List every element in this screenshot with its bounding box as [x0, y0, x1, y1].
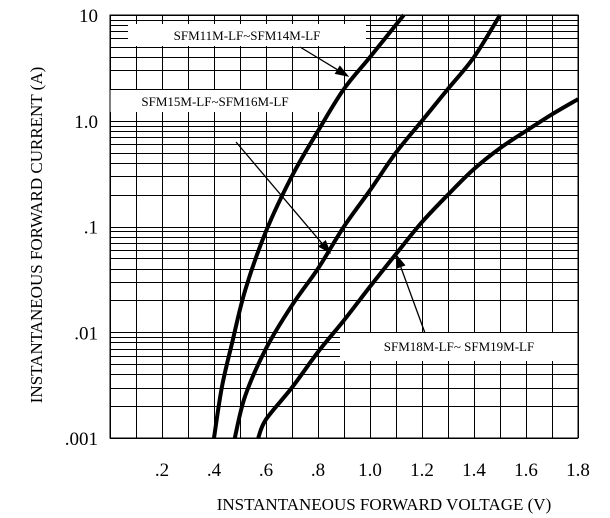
x-tick-label: .2: [155, 460, 169, 481]
annotation-label: SFM18M-LF~ SFM19M-LF: [384, 339, 534, 354]
annotation-arrowhead: [335, 65, 350, 77]
y-tick-label: 10: [79, 6, 98, 27]
x-tick-label: 1.2: [410, 460, 434, 481]
x-tick-label: 1.8: [566, 460, 590, 481]
y-tick-label: 1.0: [74, 112, 98, 133]
y-tick-labels: .001 .01 .1 1.0 10: [65, 6, 98, 450]
x-tick-label: .4: [207, 460, 222, 481]
x-tick-label: .6: [259, 460, 273, 481]
x-axis-label: INSTANTANEOUS FORWARD VOLTAGE (V): [217, 495, 552, 514]
y-tick-label: .01: [74, 323, 98, 344]
annotation-label: SFM11M-LF~SFM14M-LF: [174, 28, 321, 43]
y-tick-label: .001: [65, 429, 98, 450]
y-tick-label: .1: [84, 218, 98, 239]
x-tick-labels: .2 .4 .6 .8 1.0 1.2 1.4 1.6 1.8: [155, 460, 590, 481]
annotation-arrow: [236, 142, 322, 243]
x-tick-label: .8: [311, 460, 325, 481]
x-tick-label: 1.4: [462, 460, 486, 481]
annotation-label: SFM15M-LF~SFM16M-LF: [141, 94, 288, 109]
x-tick-label: 1.0: [358, 460, 382, 481]
annotation-arrowhead: [396, 254, 406, 269]
x-tick-label: 1.6: [514, 460, 538, 481]
y-axis-label: INSTANTANEOUS FORWARD CURRENT (A): [27, 67, 46, 404]
